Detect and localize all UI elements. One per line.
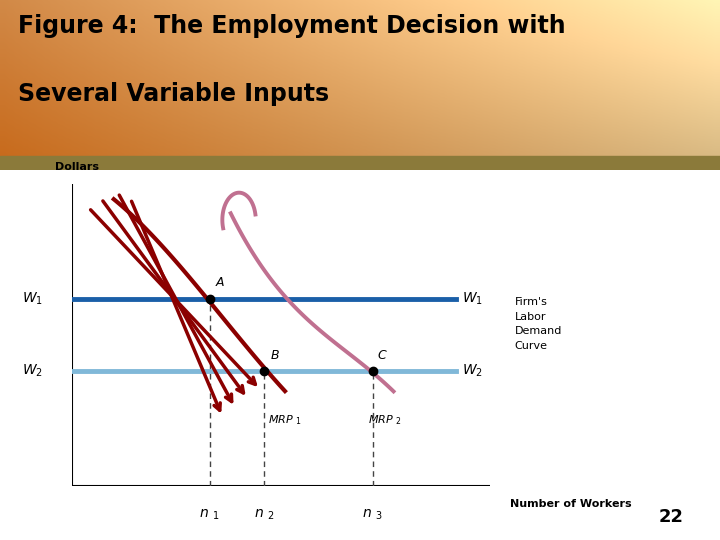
Text: Number of Workers: Number of Workers bbox=[510, 499, 632, 509]
Text: $W_2$: $W_2$ bbox=[22, 363, 42, 379]
Text: $MRP\ _1$: $MRP\ _1$ bbox=[269, 414, 302, 427]
Text: $n\ _2$: $n\ _2$ bbox=[253, 507, 274, 522]
Bar bbox=[0, 157, 720, 170]
Text: Dollars: Dollars bbox=[55, 161, 99, 172]
Text: C: C bbox=[378, 349, 387, 362]
Text: $n\ _1$: $n\ _1$ bbox=[199, 507, 220, 522]
Text: Firm's
Labor
Demand
Curve: Firm's Labor Demand Curve bbox=[515, 297, 562, 351]
Text: 22: 22 bbox=[659, 508, 684, 526]
Text: $MRP\ _2$: $MRP\ _2$ bbox=[369, 414, 402, 427]
Text: $W_1$: $W_1$ bbox=[462, 291, 483, 307]
Text: A: A bbox=[216, 276, 225, 289]
Text: $n\ _3$: $n\ _3$ bbox=[362, 507, 383, 522]
Text: Several Variable Inputs: Several Variable Inputs bbox=[18, 82, 329, 106]
Text: B: B bbox=[271, 349, 279, 362]
Text: Figure 4:  The Employment Decision with: Figure 4: The Employment Decision with bbox=[18, 14, 566, 38]
Text: $W_2$: $W_2$ bbox=[462, 363, 483, 379]
Text: $W_1$: $W_1$ bbox=[22, 291, 42, 307]
